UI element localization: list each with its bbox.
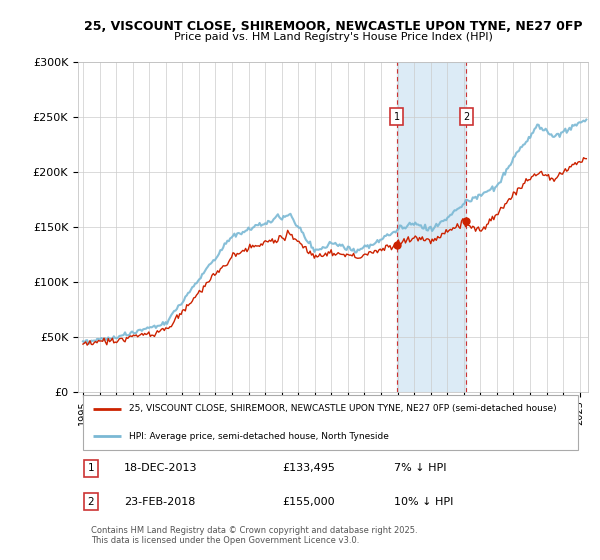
Text: Price paid vs. HM Land Registry's House Price Index (HPI): Price paid vs. HM Land Registry's House … xyxy=(173,32,493,43)
Text: 2: 2 xyxy=(88,497,94,507)
Text: £133,495: £133,495 xyxy=(282,464,335,473)
Bar xyxy=(397,62,466,393)
Text: 1: 1 xyxy=(394,112,400,122)
Text: HPI: Average price, semi-detached house, North Tyneside: HPI: Average price, semi-detached house,… xyxy=(129,432,389,441)
Text: 1: 1 xyxy=(88,464,94,473)
Text: 7% ↓ HPI: 7% ↓ HPI xyxy=(394,464,446,473)
Text: 23-FEB-2018: 23-FEB-2018 xyxy=(124,497,195,507)
Text: 2: 2 xyxy=(463,112,469,122)
Text: 10% ↓ HPI: 10% ↓ HPI xyxy=(394,497,454,507)
Text: 18-DEC-2013: 18-DEC-2013 xyxy=(124,464,197,473)
Text: 25, VISCOUNT CLOSE, SHIREMOOR, NEWCASTLE UPON TYNE, NE27 0FP: 25, VISCOUNT CLOSE, SHIREMOOR, NEWCASTLE… xyxy=(84,20,582,32)
Text: 25, VISCOUNT CLOSE, SHIREMOOR, NEWCASTLE UPON TYNE, NE27 0FP (semi-detached hous: 25, VISCOUNT CLOSE, SHIREMOOR, NEWCASTLE… xyxy=(129,404,557,413)
Text: £155,000: £155,000 xyxy=(282,497,335,507)
FancyBboxPatch shape xyxy=(83,395,578,450)
Text: Contains HM Land Registry data © Crown copyright and database right 2025.
This d: Contains HM Land Registry data © Crown c… xyxy=(91,526,418,545)
